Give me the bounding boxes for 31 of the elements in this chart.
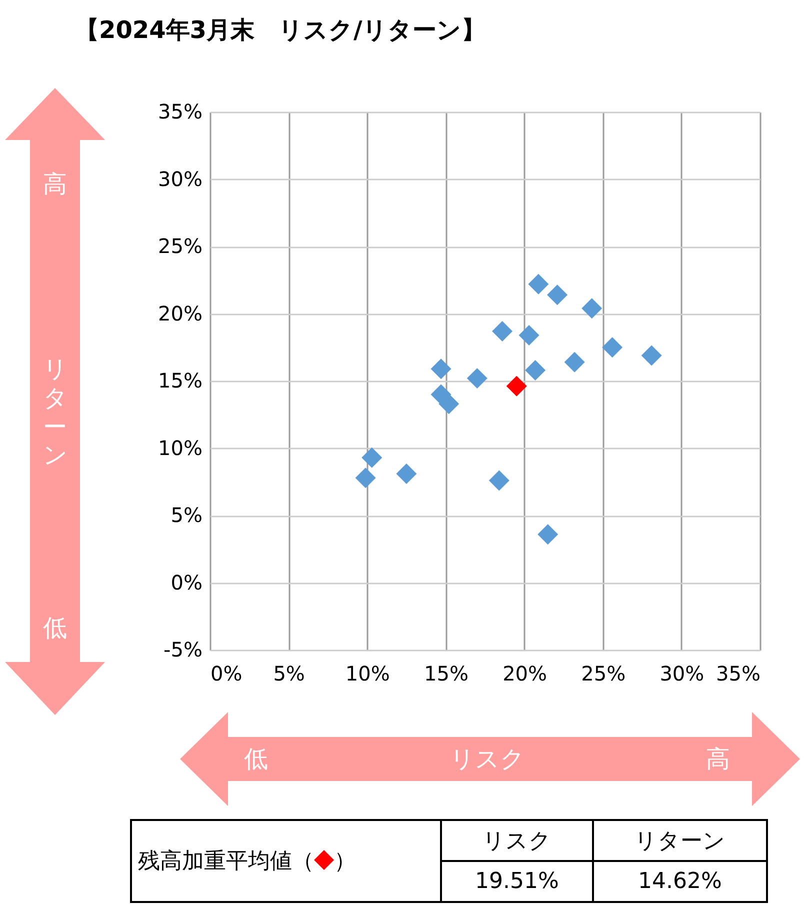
y-tick-label: 10% (158, 436, 202, 460)
x-axis-title: リスク (450, 745, 525, 773)
text: リターン (593, 820, 767, 861)
y-axis-title: リターン (43, 355, 68, 470)
text: 低 (43, 614, 67, 642)
y-tick-label: 5% (170, 503, 202, 527)
x-tick-label: 5% (273, 662, 305, 686)
x-tick-label: 25% (581, 662, 626, 686)
text: 14.62% (593, 861, 767, 902)
x-tick-label: 35% (716, 662, 760, 686)
text: 19.51% (441, 861, 593, 902)
x-tick-label: 0% (210, 662, 242, 686)
x-tick-label: 20% (502, 662, 548, 686)
text: 低 (244, 745, 268, 773)
y-tick-label: 0% (170, 570, 202, 594)
y-tick-label: 35% (158, 100, 202, 124)
text: （ (292, 849, 314, 874)
text: ） (334, 849, 356, 874)
y-tick-label: 20% (158, 301, 202, 326)
y-tick-label: -5% (164, 638, 202, 662)
x-tick-label: 15% (424, 662, 468, 686)
chart-title: 【2024年3月末 リスク/リターン】 (75, 15, 486, 46)
y-tick-label: 30% (158, 166, 202, 191)
legend-label: 残高加重平均値 (138, 849, 292, 874)
y-tick-label: 15% (158, 368, 202, 392)
text: 高 (43, 170, 67, 198)
x-tick-label: 30% (660, 662, 704, 686)
text: リスク (441, 820, 593, 861)
text: 高 (706, 745, 730, 773)
y-tick-label: 25% (158, 234, 202, 258)
x-tick-label: 10% (345, 662, 390, 686)
